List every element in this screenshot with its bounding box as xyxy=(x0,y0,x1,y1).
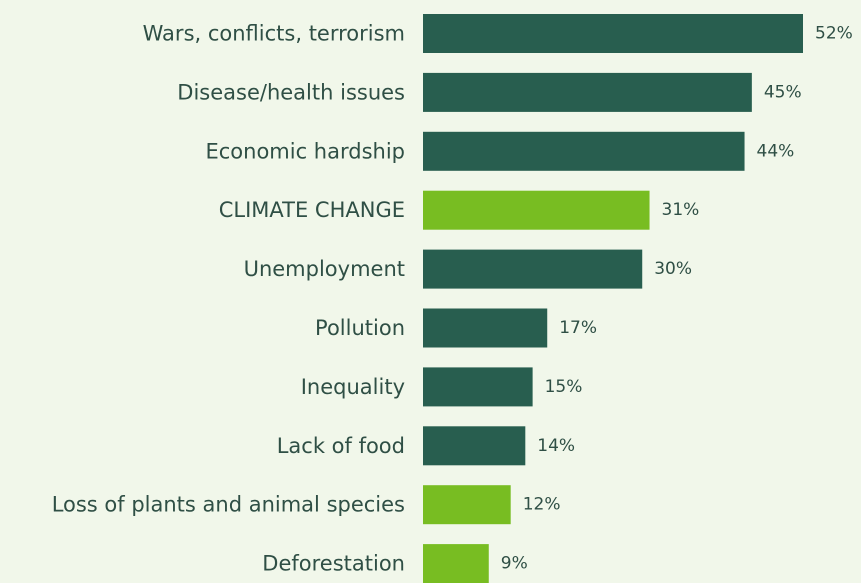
category-label-lack-of-food: Lack of food xyxy=(277,434,405,458)
bar-inequality xyxy=(423,367,533,407)
bar-economic-hardship xyxy=(423,131,745,171)
bars-group: Wars, conflicts, terrorism 52% Disease/hea… xyxy=(52,14,853,583)
value-label-wars-conflicts-terrorism: 52% xyxy=(815,24,853,44)
value-label-loss-of-plants-and-animal-species: 12% xyxy=(523,495,561,515)
category-label-loss-of-plants-and-animal-species: Loss of plants and animal species xyxy=(52,493,405,517)
bar-disease-health-issues xyxy=(423,72,752,112)
value-label-pollution: 17% xyxy=(559,318,597,338)
bar-wars-conflicts-terrorism xyxy=(423,14,803,53)
category-label-pollution: Pollution xyxy=(315,316,405,340)
bar-deforestation xyxy=(423,544,489,583)
category-label-deforestation: Deforestation xyxy=(262,552,405,576)
bar-climate-change xyxy=(423,190,650,230)
value-label-unemployment: 30% xyxy=(654,259,692,279)
value-label-economic-hardship: 44% xyxy=(757,141,795,161)
category-label-unemployment: Unemployment xyxy=(244,257,405,281)
value-label-climate-change: 31% xyxy=(662,200,700,220)
category-label-inequality: Inequality xyxy=(301,375,405,399)
value-label-inequality: 15% xyxy=(545,377,583,397)
category-label-wars-conflicts-terrorism: Wars, conflicts, terrorism xyxy=(143,22,405,46)
bar-lack-of-food xyxy=(423,426,526,466)
bar-unemployment xyxy=(423,249,643,289)
category-label-climate-change: CLIMATE CHANGE xyxy=(219,198,405,222)
category-label-economic-hardship: Economic hardship xyxy=(205,139,405,163)
value-label-deforestation: 9% xyxy=(501,554,528,574)
value-label-disease-health-issues: 45% xyxy=(764,82,802,102)
category-label-disease-health-issues: Disease/health issues xyxy=(177,80,405,104)
bar-pollution xyxy=(423,308,548,348)
bar-loss-of-plants-and-animal-species xyxy=(423,485,511,525)
value-label-lack-of-food: 14% xyxy=(537,436,575,456)
